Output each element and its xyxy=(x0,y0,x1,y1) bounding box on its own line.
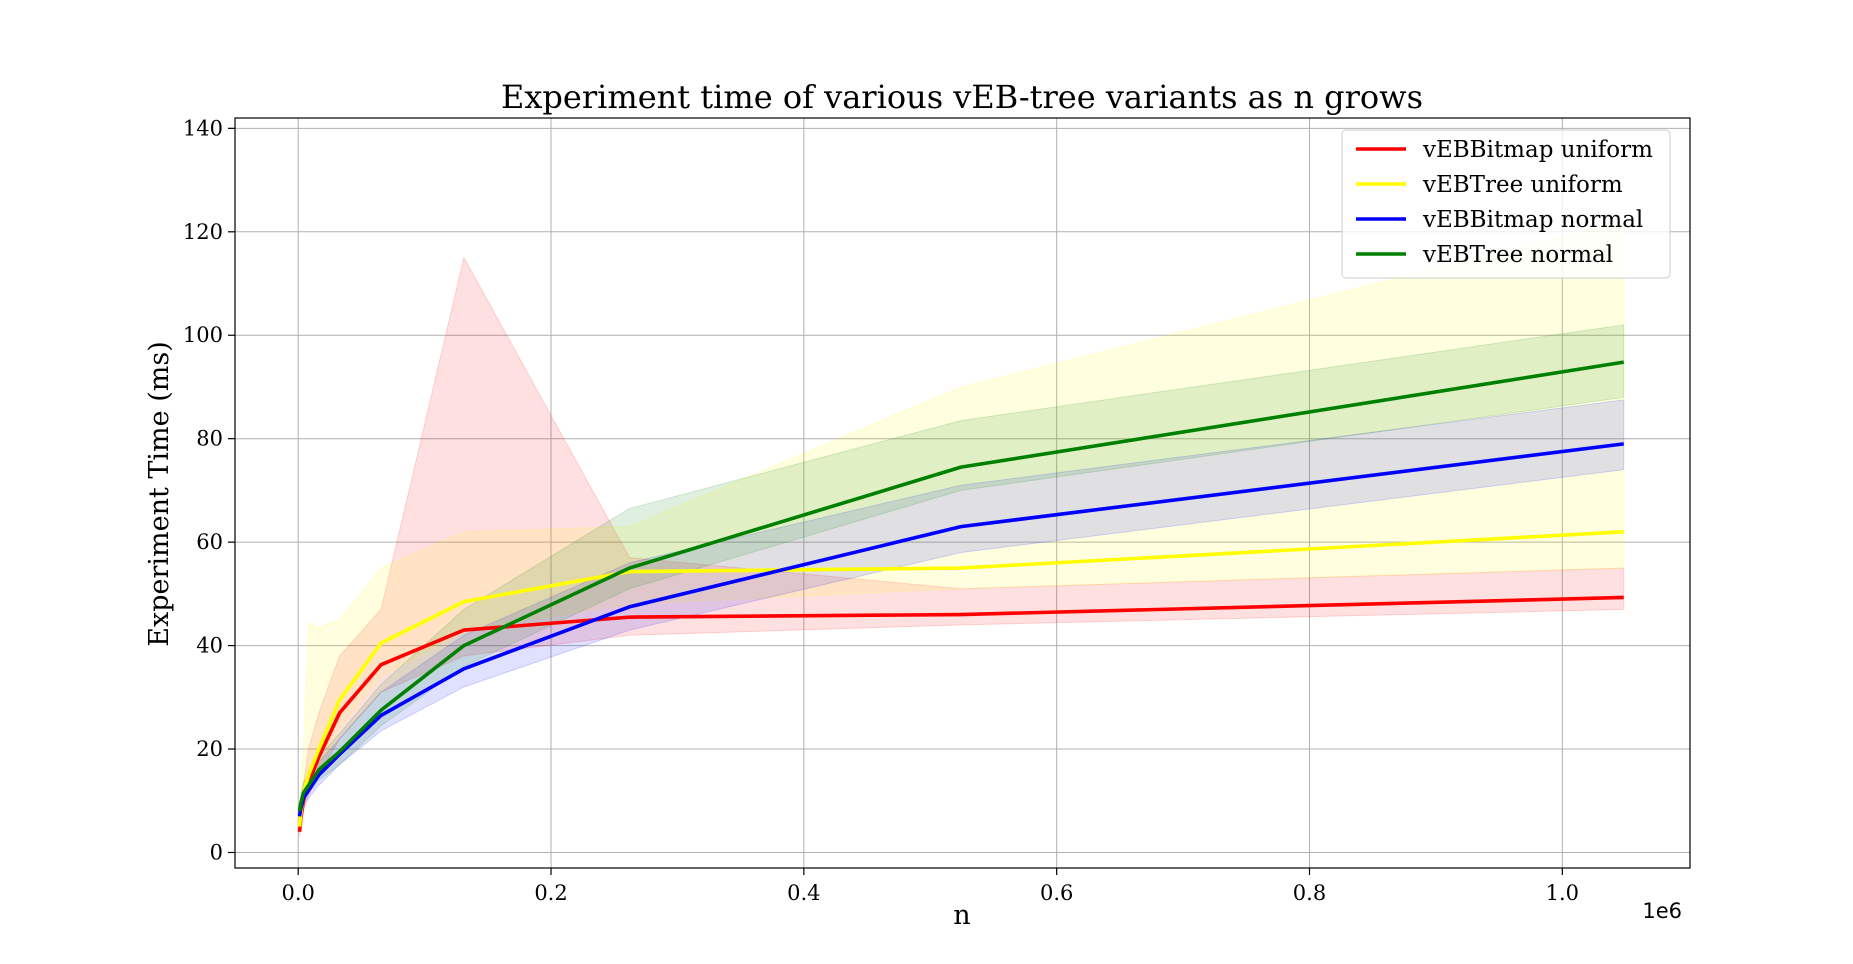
y-tick-label: 0 xyxy=(210,840,223,864)
chart-title: Experiment time of various vEB-tree vari… xyxy=(501,78,1423,116)
legend: vEBBitmap uniform vEBTree uniform vEBBitma… xyxy=(1341,129,1671,279)
y-axis-label: Experiment Time (ms) xyxy=(144,341,175,646)
band-series-0 xyxy=(299,256,1625,838)
x-axis-ticks: 0.0 0.2 0.4 0.6 0.8 1.0 xyxy=(282,868,1579,905)
x-tick-label: 0.2 xyxy=(534,881,567,905)
x-tick-label: 0.8 xyxy=(1293,881,1326,905)
legend-label: vEBTree normal xyxy=(1422,242,1613,268)
x-tick-label: 1.0 xyxy=(1546,881,1579,905)
plot-frame xyxy=(234,117,1691,869)
legend-box xyxy=(1341,129,1671,279)
y-tick-label: 100 xyxy=(183,323,223,347)
line-series-3 xyxy=(297,360,1625,812)
y-axis-ticks: 0 20 40 60 80 100 120 140 xyxy=(183,116,235,864)
x-tick-label: 0.0 xyxy=(282,881,315,905)
x-tick-label: 0.4 xyxy=(787,881,820,905)
y-tick-label: 60 xyxy=(196,530,223,554)
y-tick-label: 120 xyxy=(183,220,223,244)
y-tick-label: 80 xyxy=(196,427,223,451)
x-axis-offset-label: 1e6 xyxy=(1642,899,1682,923)
y-tick-label: 140 xyxy=(183,116,223,140)
x-axis-label: n xyxy=(953,900,970,931)
x-tick-label: 0.6 xyxy=(1040,881,1073,905)
y-tick-label: 40 xyxy=(196,634,223,658)
series-lines xyxy=(297,360,1625,832)
legend-label: vEBTree uniform xyxy=(1422,172,1623,198)
legend-label: vEBBitmap uniform xyxy=(1422,137,1653,163)
legend-label: vEBBitmap normal xyxy=(1422,207,1643,233)
y-tick-label: 20 xyxy=(196,737,223,761)
